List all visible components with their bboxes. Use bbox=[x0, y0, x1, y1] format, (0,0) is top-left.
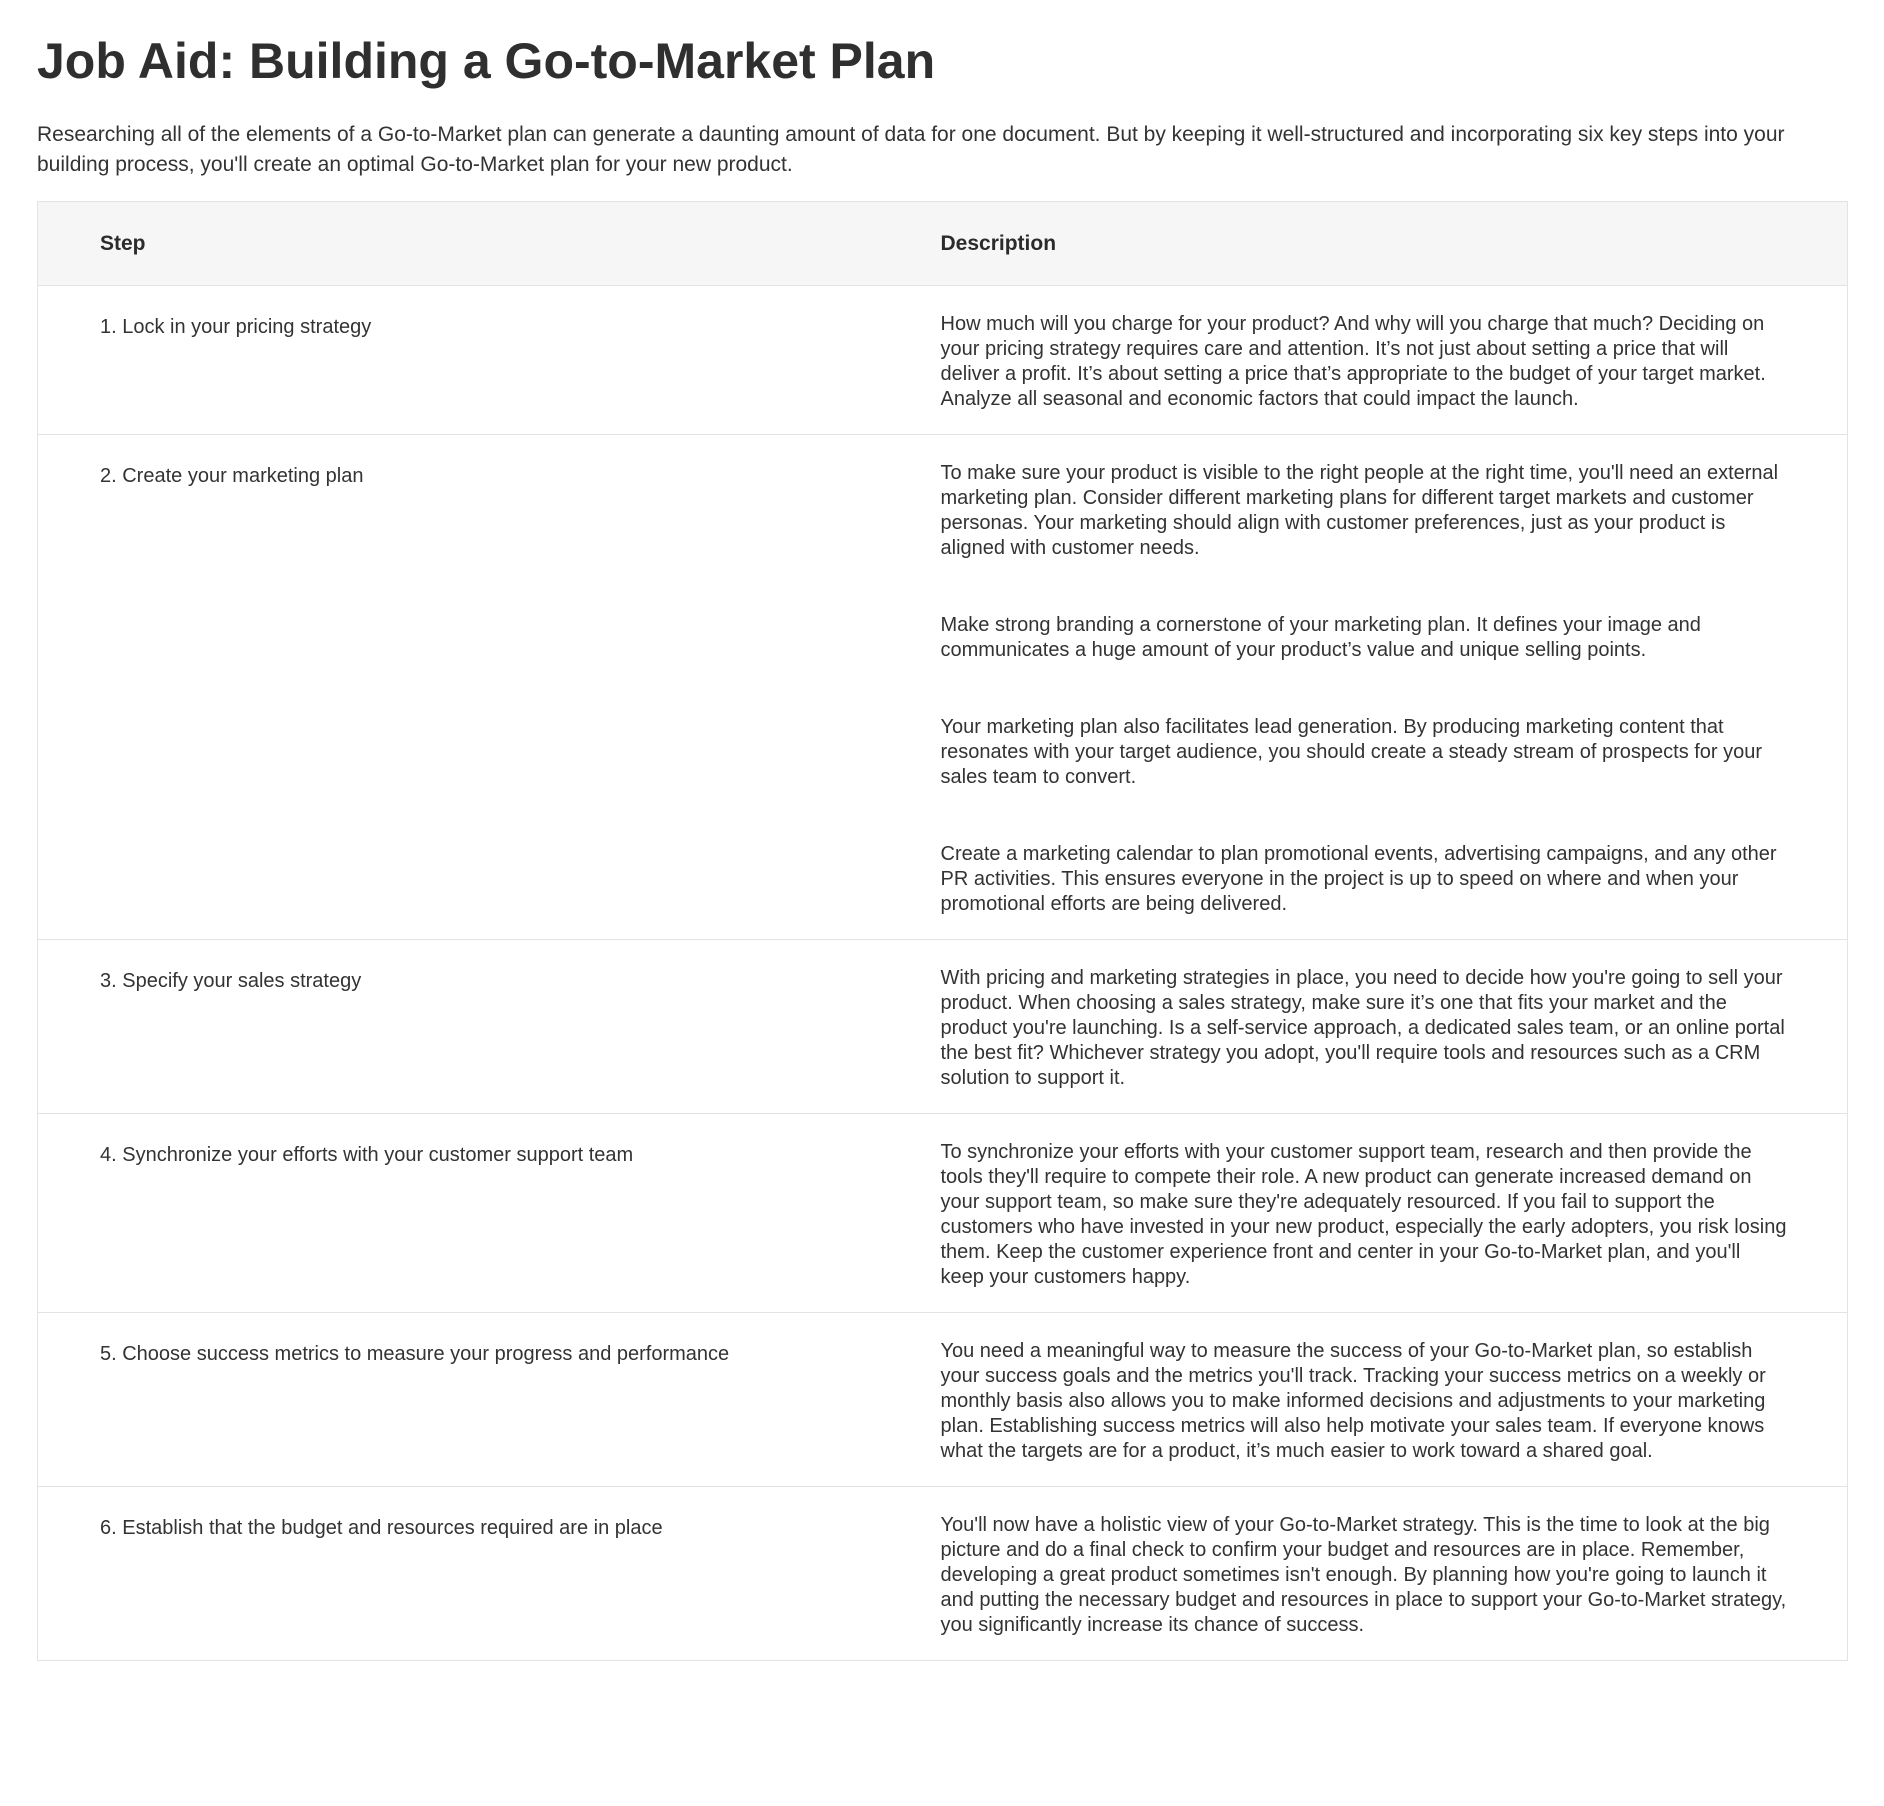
page-title: Job Aid: Building a Go-to-Market Plan bbox=[37, 33, 936, 89]
description-paragraph: Your marketing plan also facilitates lea… bbox=[940, 716, 1763, 788]
step-column-header: Step bbox=[37, 201, 941, 286]
table-row: 6. Establish that the budget and resourc… bbox=[37, 1486, 1848, 1661]
step-cell: 4. Synchronize your efforts with your cu… bbox=[37, 1113, 941, 1313]
description-paragraph: How much will you charge for your produc… bbox=[940, 313, 1766, 410]
table-body: 1. Lock in your pricing strategy How muc… bbox=[37, 285, 1848, 1661]
step-cell: 1. Lock in your pricing strategy bbox=[37, 285, 941, 435]
step-cell: 6. Establish that the budget and resourc… bbox=[37, 1486, 941, 1661]
table-row: 1. Lock in your pricing strategy How muc… bbox=[37, 285, 1848, 435]
description-cell: To make sure your product is visible to … bbox=[940, 434, 1848, 940]
description-cell: You'll now have a holistic view of your … bbox=[940, 1486, 1848, 1661]
table-header: Step Description bbox=[37, 201, 1848, 286]
description-paragraph: You'll now have a holistic view of your … bbox=[940, 1514, 1787, 1636]
description-cell: To synchronize your efforts with your cu… bbox=[940, 1113, 1848, 1313]
description-cell: How much will you charge for your produc… bbox=[940, 285, 1848, 435]
description-paragraph: With pricing and marketing strategies in… bbox=[940, 967, 1785, 1089]
steps-table: Step Description 1. Lock in your pricing… bbox=[37, 201, 1848, 1661]
table-row: 4. Synchronize your efforts with your cu… bbox=[37, 1113, 1848, 1313]
table-row: 2. Create your marketing plan To make su… bbox=[37, 434, 1848, 940]
description-paragraph: To synchronize your efforts with your cu… bbox=[940, 1141, 1787, 1288]
description-cell: With pricing and marketing strategies in… bbox=[940, 939, 1848, 1114]
table-header-row: Step Description bbox=[37, 201, 1848, 286]
description-paragraph: Create a marketing calendar to plan prom… bbox=[940, 843, 1777, 915]
table-row: 3. Specify your sales strategy With pric… bbox=[37, 939, 1848, 1114]
description-column-header: Description bbox=[940, 201, 1848, 286]
intro-paragraph: Researching all of the elements of a Go-… bbox=[37, 123, 1785, 176]
description-cell: You need a meaningful way to measure the… bbox=[940, 1312, 1848, 1487]
description-paragraph: To make sure your product is visible to … bbox=[940, 462, 1779, 559]
description-paragraph: Make strong branding a cornerstone of yo… bbox=[940, 614, 1701, 661]
step-cell: 2. Create your marketing plan bbox=[37, 434, 941, 940]
description-paragraph: You need a meaningful way to measure the… bbox=[940, 1340, 1766, 1462]
step-cell: 3. Specify your sales strategy bbox=[37, 939, 941, 1114]
table-row: 5. Choose success metrics to measure you… bbox=[37, 1312, 1848, 1487]
step-cell: 5. Choose success metrics to measure you… bbox=[37, 1312, 941, 1487]
